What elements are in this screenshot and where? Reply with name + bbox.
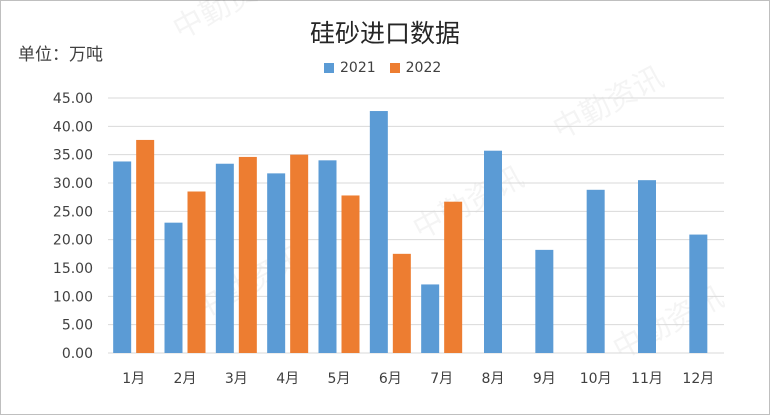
legend-item-2021: 2021 [324, 60, 376, 76]
legend-swatch-2021 [324, 63, 334, 73]
legend-item-2022: 2022 [389, 60, 442, 76]
bar-2021 [215, 163, 234, 353]
y-tick-label: 30.00 [53, 176, 93, 192]
bar-2022 [136, 139, 155, 353]
legend-label-2021: 2021 [340, 60, 376, 76]
x-tick-label: 9月 [533, 371, 556, 387]
x-tick-label: 4月 [276, 371, 299, 387]
watermark-text: 中勤资讯 [167, 0, 289, 47]
x-tick-label: 8月 [482, 371, 505, 387]
y-tick-label: 15.00 [53, 261, 93, 277]
bar-2021 [535, 249, 554, 353]
bar-2021 [318, 160, 337, 353]
bar-2021 [164, 222, 183, 353]
bar-2021 [484, 150, 502, 353]
x-tick-label: 11月 [631, 371, 663, 387]
y-tick-label: 35.00 [53, 148, 93, 164]
y-tick-label: 10.00 [53, 289, 93, 305]
x-tick-label: 6月 [379, 371, 402, 387]
legend: 2021 2022 [324, 60, 447, 76]
y-tick-label: 20.00 [53, 233, 93, 249]
bar-2022 [187, 191, 206, 353]
x-tick-label: 12月 [682, 371, 714, 387]
y-tick-label: 0.00 [62, 346, 93, 362]
y-tick-label: 40.00 [53, 119, 93, 135]
watermark-text: 中勤资讯 [407, 160, 529, 247]
x-tick-label: 10月 [580, 371, 612, 387]
bar-2021 [421, 284, 440, 353]
x-tick-label: 3月 [225, 371, 248, 387]
bar-2021 [267, 173, 286, 353]
bar-2021 [689, 234, 708, 353]
unit-label: 单位：万吨 [18, 45, 103, 65]
legend-label-2022: 2022 [405, 60, 442, 76]
legend-swatch-2022 [389, 63, 400, 73]
watermark-text: 中勤资讯 [607, 280, 729, 367]
x-tick-label: 5月 [328, 371, 351, 387]
bar-2021 [369, 111, 388, 354]
bar-2022 [290, 154, 309, 353]
y-tick-label: 45.00 [53, 91, 93, 107]
watermark-text: 中勤资讯 [547, 60, 669, 147]
y-tick-label: 5.00 [62, 318, 93, 334]
chart-title: 硅砂进口数据 [309, 19, 460, 48]
bar-2022 [238, 156, 257, 353]
bar-2022 [341, 195, 360, 353]
bar-2022 [444, 201, 463, 353]
bar-2021 [638, 180, 656, 353]
bar-2022 [392, 253, 411, 353]
bar-2021 [113, 161, 132, 353]
bar-2021 [586, 189, 605, 353]
y-tick-label: 25.00 [53, 204, 93, 220]
x-tick-label: 2月 [174, 371, 197, 387]
x-tick-label: 7月 [430, 371, 453, 387]
x-tick-label: 1月 [122, 371, 145, 387]
